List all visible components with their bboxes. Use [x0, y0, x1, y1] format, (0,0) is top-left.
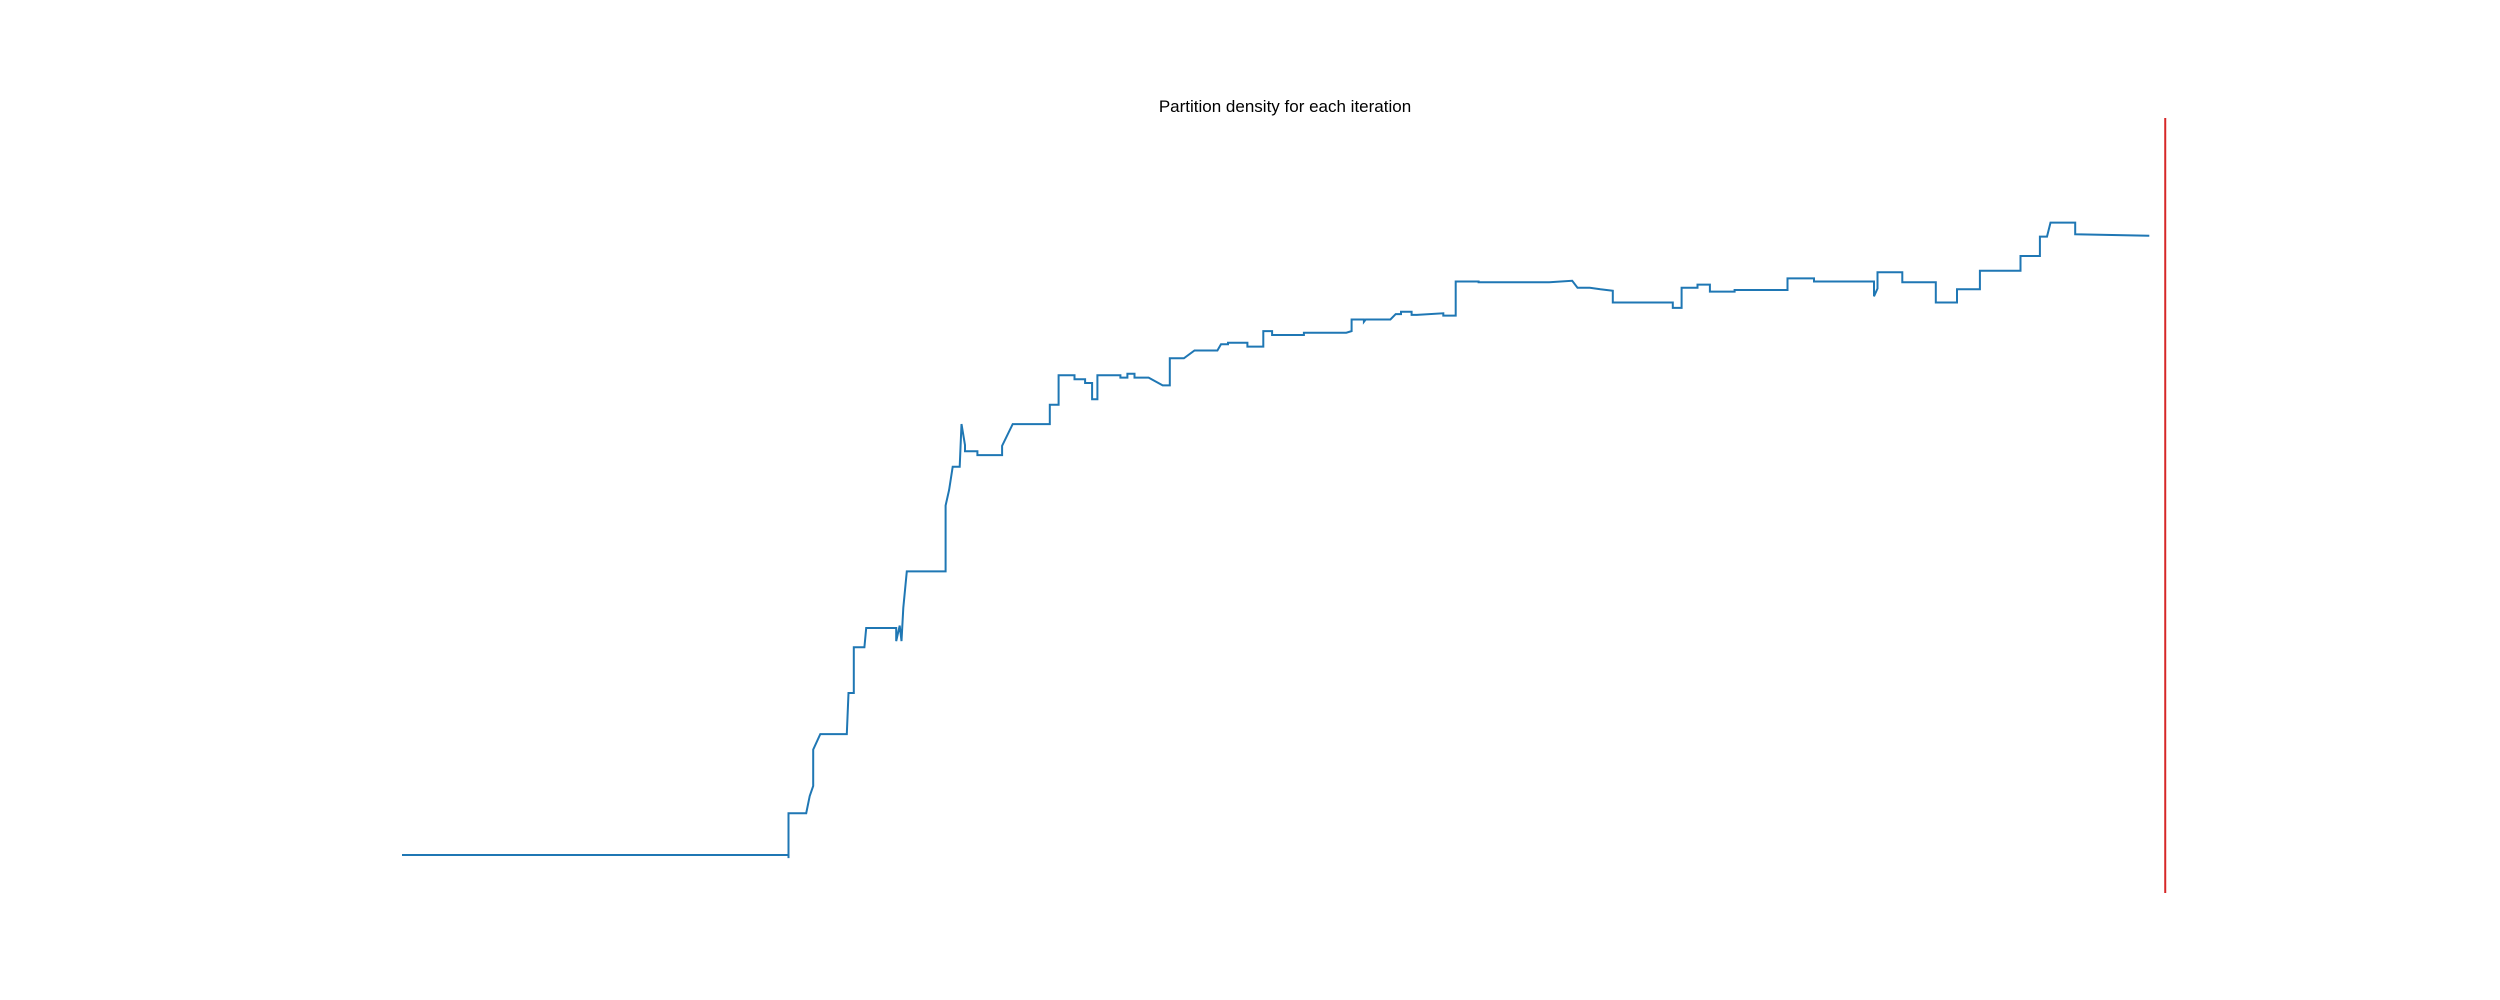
chart-title: Partition density for each iteration	[1158, 97, 1412, 116]
series-line-0	[402, 221, 2150, 859]
